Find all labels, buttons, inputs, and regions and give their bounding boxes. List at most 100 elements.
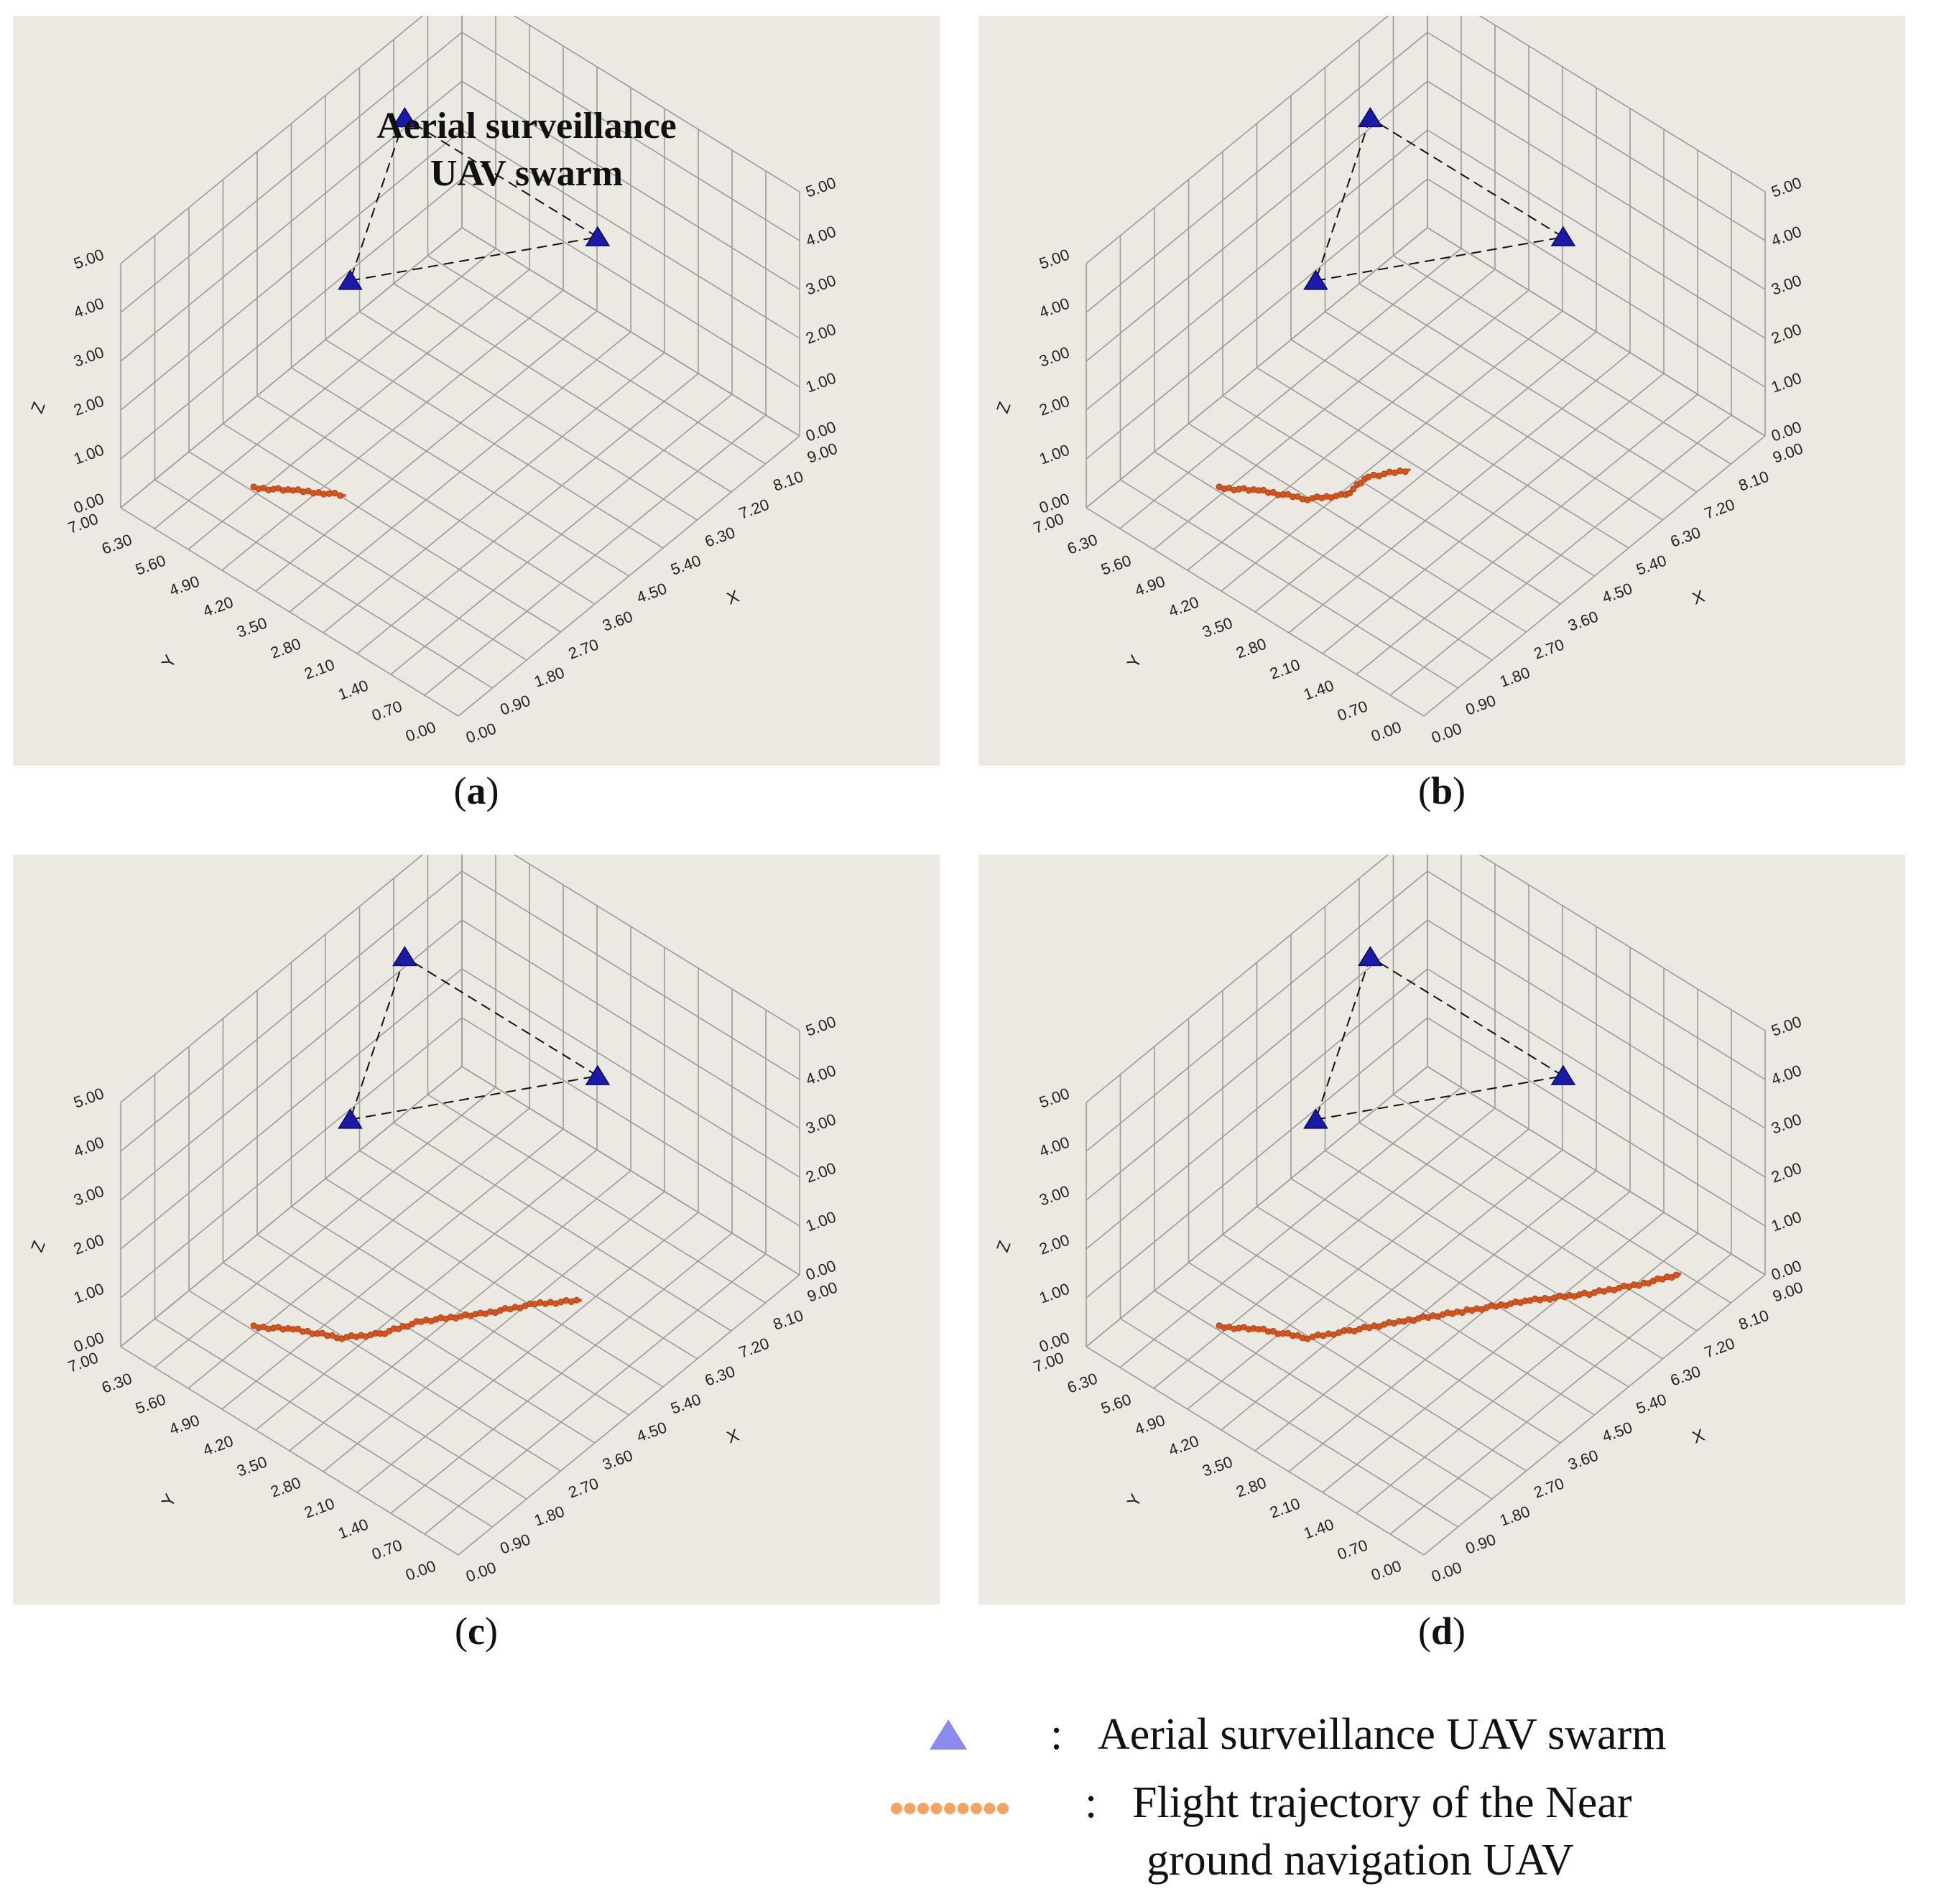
wall-x-horizontal: [120, 80, 463, 362]
floor-grid-y: [1288, 1191, 1631, 1472]
wall-x-horizontal: [1086, 919, 1428, 1201]
swarm-uav-marker: [1357, 945, 1383, 967]
wall-x-horizontal: [120, 1017, 463, 1299]
floor-grid-y: [1389, 414, 1732, 696]
dotted-line-icon: [891, 1803, 1009, 1814]
wall-x-horizontal: [120, 919, 463, 1201]
swarm-link: [349, 957, 406, 1120]
floor-grid-y: [1288, 352, 1631, 633]
wall-y-horizontal: [461, 1066, 800, 1276]
swarm-uav-marker: [585, 1064, 611, 1085]
caption-b-letter: b: [1430, 769, 1453, 812]
floor-grid-y: [1322, 373, 1665, 654]
wall-x-horizontal: [1086, 16, 1389, 264]
wall-y-horizontal: [461, 870, 800, 1080]
floor-grid-y: [221, 289, 564, 571]
swarm-link: [1315, 118, 1371, 282]
wall-x-horizontal: [120, 870, 463, 1152]
swarm-uav-marker: [392, 945, 417, 967]
floor-grid-y: [356, 1212, 699, 1493]
wall-x-horizontal: [1086, 1066, 1428, 1347]
swarm-uav-marker: [338, 269, 363, 290]
wall-x-horizontal: [1086, 227, 1428, 508]
floor-grid-y: [1187, 289, 1529, 571]
wall-y-horizontal: [1478, 855, 1766, 1031]
legend-dot: [891, 1803, 902, 1814]
legend-swarm-label: Aerial surveillance UAV swarm: [1098, 1710, 1667, 1759]
swarm-uav-marker: [1357, 106, 1383, 128]
plot-background: [978, 855, 1905, 1605]
wall-y-horizontal: [513, 16, 800, 192]
wall-y-horizontal: [1427, 1017, 1766, 1227]
wall-y-horizontal: [513, 855, 800, 1031]
wall-y-horizontal: [461, 32, 800, 241]
floor-grid-y: [1119, 1087, 1462, 1368]
swarm-link: [350, 1075, 598, 1120]
plot-panel-b: 0.00 0.90 1.80 2.70 3.60 4.50 5.40 6.30 7.20 8.10…: [978, 16, 1905, 766]
plot-c-svg: 0.000.901.802.703.604.505.406.307.208.10…: [13, 855, 940, 1605]
wall-y-horizontal: [1427, 919, 1766, 1129]
legend-dot: [930, 1803, 943, 1814]
trajectory-point: [1357, 480, 1364, 487]
wall-y-horizontal: [1427, 1066, 1766, 1276]
floor-grid-y: [458, 1274, 800, 1556]
caption-c: (c): [455, 1610, 498, 1653]
wall-y-horizontal: [1427, 129, 1766, 339]
floor-grid-y: [1153, 269, 1496, 550]
plot-background: [13, 16, 940, 766]
floor-grid-y: [289, 331, 631, 613]
wall-y-horizontal: [1427, 178, 1766, 388]
wall-y-horizontal: [1427, 227, 1766, 437]
floor-grid-y: [1389, 1253, 1732, 1535]
wall-x-horizontal: [1086, 870, 1428, 1152]
swarm-link: [1369, 117, 1564, 238]
wall-x-horizontal: [1086, 968, 1428, 1250]
plot-panel-c: 0.00 0.90 1.80 2.70 3.60 4.50 5.40 6.30 7.20 8.10…: [13, 855, 940, 1605]
legend-dot: [917, 1803, 929, 1814]
wall-y-horizontal: [461, 1017, 800, 1227]
wall-x-horizontal: [1086, 32, 1428, 313]
trajectory-point: [331, 490, 338, 497]
plot-b-svg: 0.000.901.802.703.604.505.406.307.208.10…: [978, 16, 1905, 766]
legend-swarm-marker: [927, 1713, 970, 1764]
floor-grid-y: [1356, 1232, 1698, 1514]
legend-trajectory-marker: [889, 1780, 1012, 1831]
floor-grid-y: [1153, 1107, 1496, 1389]
legend-dot: [983, 1803, 996, 1814]
wall-x-horizontal: [1086, 129, 1428, 411]
swarm-link: [1369, 956, 1564, 1077]
swarm-link: [1315, 1075, 1564, 1120]
floor-grid-y: [390, 1232, 733, 1514]
floor-grid-y: [1254, 1170, 1597, 1452]
trajectory-point: [1458, 1309, 1466, 1316]
trajectory-point: [320, 491, 328, 498]
floor-grid-y: [154, 248, 496, 529]
wall-y-horizontal: [1427, 870, 1766, 1080]
legend-dot: [957, 1803, 969, 1814]
trajectory-point: [1350, 486, 1357, 493]
caption-c-letter: c: [468, 1610, 485, 1653]
plot-a-svg: 0.000.901.802.703.604.505.406.307.208.10…: [13, 16, 940, 766]
swarm-uav-marker: [392, 106, 417, 128]
floor-grid-y: [1119, 248, 1462, 529]
plot-background: [13, 855, 940, 1605]
grid: [120, 16, 800, 717]
caption-d-letter: d: [1430, 1610, 1453, 1653]
floor-grid-y: [289, 1170, 631, 1452]
wall-x-horizontal: [120, 968, 463, 1250]
swarm-link: [349, 118, 406, 282]
legend-trajectory-label-2: ground navigation UAV: [1147, 1836, 1574, 1885]
legend-dot: [971, 1803, 982, 1814]
wall-x-horizontal: [120, 178, 463, 460]
wall-x-horizontal: [120, 129, 463, 411]
floor-grid-y: [1254, 331, 1597, 613]
floor-grid-y: [458, 435, 800, 717]
floor-grid-y: [188, 269, 530, 550]
swarm-uav-marker: [1550, 226, 1576, 246]
floor-grid-y: [1221, 1149, 1563, 1431]
legend-dot: [904, 1803, 916, 1814]
floor-grid-y: [255, 1149, 598, 1431]
wall-x-horizontal: [1086, 80, 1428, 362]
wall-x-horizontal: [120, 227, 463, 508]
floor-grid-y: [188, 1107, 530, 1389]
